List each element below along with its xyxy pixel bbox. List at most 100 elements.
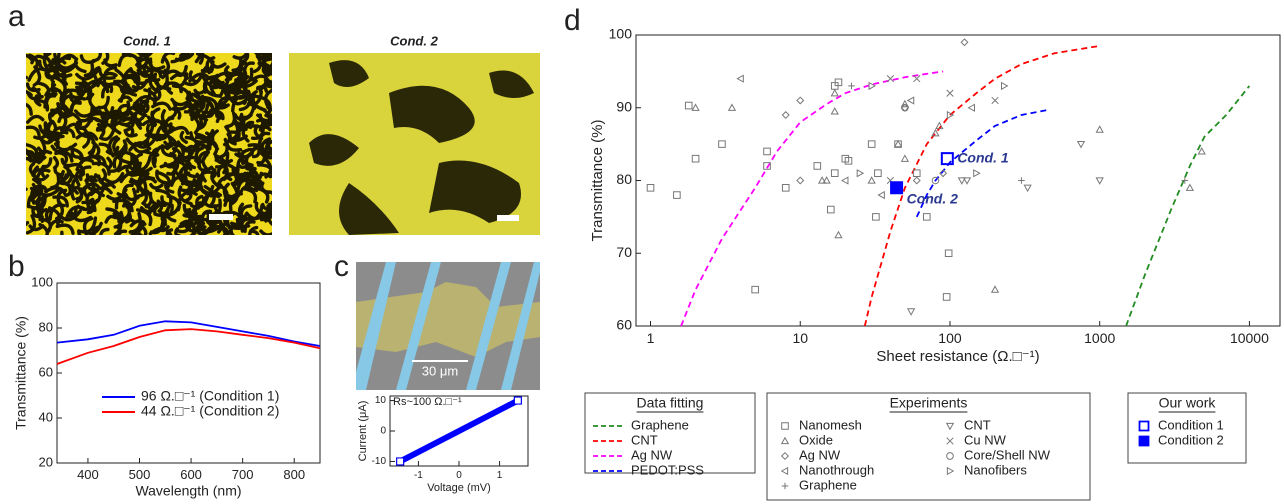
data-point bbox=[1018, 177, 1025, 184]
data-point bbox=[922, 213, 931, 221]
data-point bbox=[944, 249, 953, 258]
data-point bbox=[841, 154, 850, 163]
data-point bbox=[901, 104, 909, 112]
fit-curve bbox=[1125, 85, 1251, 327]
data-point bbox=[796, 176, 805, 185]
fit-curve bbox=[915, 109, 1048, 218]
data-point bbox=[940, 152, 954, 166]
data-point bbox=[736, 74, 744, 83]
legend-swatch bbox=[946, 437, 954, 445]
x-tick-label: 0 bbox=[456, 470, 462, 481]
legend-swatch bbox=[1138, 420, 1150, 432]
data-point bbox=[684, 101, 693, 110]
x-tick-label: 10 bbox=[792, 330, 808, 346]
texture bbox=[26, 53, 272, 235]
x-tick-label: 600 bbox=[180, 467, 202, 482]
data-point bbox=[913, 74, 921, 83]
x-tick-label: 1 bbox=[497, 470, 503, 481]
data-point bbox=[942, 293, 951, 301]
x-axis-label: Wavelength (nm) bbox=[135, 482, 241, 498]
y-tick-label: 20 bbox=[39, 454, 53, 469]
data-point bbox=[763, 162, 771, 170]
x-tick-label: 1000 bbox=[1084, 330, 1115, 346]
device-image: 30 μm bbox=[356, 262, 540, 390]
data-point bbox=[830, 107, 839, 115]
data-point bbox=[763, 147, 771, 156]
legend-swatch bbox=[945, 422, 955, 431]
plot-frame bbox=[56, 282, 321, 464]
y-tick-label: 10 bbox=[375, 395, 387, 406]
data-point bbox=[817, 176, 827, 184]
fit-curve bbox=[863, 45, 1100, 327]
data-point bbox=[727, 103, 737, 111]
image-title: Cond. 2 bbox=[390, 33, 438, 48]
data-point bbox=[931, 128, 940, 137]
data-point bbox=[1076, 140, 1086, 149]
y-tick-label: -10 bbox=[372, 456, 387, 467]
data-point bbox=[691, 103, 700, 111]
data-point bbox=[962, 177, 972, 185]
x-tick-label: 400 bbox=[77, 467, 99, 482]
data-line bbox=[56, 320, 321, 347]
legend-swatch bbox=[781, 422, 789, 430]
legend-swatch bbox=[780, 466, 789, 476]
data-point bbox=[931, 176, 940, 185]
data-point bbox=[912, 176, 921, 185]
data-point bbox=[946, 110, 955, 120]
legend-label: 96 Ω.□⁻¹ (Condition 1) bbox=[141, 388, 279, 404]
y-tick-label: 60 bbox=[616, 317, 632, 333]
y-tick-label: 0 bbox=[380, 426, 386, 437]
legend-label: 44 Ω.□⁻¹ (Condition 2) bbox=[141, 403, 279, 419]
data-point bbox=[673, 191, 681, 199]
legend-box bbox=[584, 392, 756, 474]
data-point bbox=[867, 176, 876, 184]
legend-swatch bbox=[1138, 435, 1150, 447]
data-point bbox=[886, 74, 895, 83]
x-tick-label: -1 bbox=[414, 470, 423, 481]
y-tick-label: 80 bbox=[39, 319, 53, 334]
data-point bbox=[834, 230, 843, 239]
data-point bbox=[1023, 184, 1032, 193]
legend-label: Nanomesh bbox=[799, 417, 862, 432]
data-point bbox=[872, 213, 880, 221]
data-point bbox=[844, 157, 853, 165]
data-point bbox=[877, 190, 885, 200]
data-point bbox=[830, 88, 839, 97]
x-axis-label: Voltage (mV) bbox=[427, 482, 491, 494]
sem-image-cond1 bbox=[26, 53, 272, 235]
data-point bbox=[827, 205, 835, 214]
scale-label: 30 μm bbox=[422, 363, 458, 378]
legend-label: PEDOT:PSS bbox=[631, 462, 704, 477]
data-point bbox=[946, 89, 954, 97]
data-point bbox=[1001, 81, 1009, 91]
y-axis-label: Current (μA) bbox=[357, 401, 369, 462]
legend-swatch bbox=[946, 452, 954, 460]
data-line bbox=[398, 397, 520, 465]
data-point bbox=[912, 169, 921, 178]
legend-swatch bbox=[780, 451, 790, 461]
data-point bbox=[894, 140, 902, 148]
data-point bbox=[1181, 177, 1189, 184]
legend-label: Nanothrough bbox=[799, 462, 874, 477]
legend-label: Cu NW bbox=[964, 432, 1007, 447]
data-point bbox=[796, 96, 805, 105]
image-title: Cond. 1 bbox=[123, 33, 171, 48]
data-point bbox=[646, 183, 655, 192]
panel-label: a bbox=[8, 0, 25, 33]
data-point bbox=[856, 169, 865, 178]
data-point bbox=[900, 99, 910, 108]
data-point bbox=[840, 176, 849, 185]
data-point bbox=[990, 285, 1000, 293]
x-axis-label: Sheet resistance (Ω.□⁻¹) bbox=[876, 348, 1039, 365]
legend-label: Oxide bbox=[799, 432, 833, 447]
panel-label: d bbox=[564, 4, 581, 37]
data-point bbox=[834, 78, 843, 87]
legend-label: Graphene bbox=[631, 417, 689, 432]
sem-image-cond2 bbox=[289, 53, 540, 235]
data-point bbox=[900, 154, 910, 162]
annotation: Rs~100 Ω.□⁻¹ bbox=[393, 396, 462, 408]
data-point bbox=[967, 103, 975, 112]
x-tick-label: 700 bbox=[232, 467, 254, 482]
y-tick-label: 80 bbox=[616, 171, 632, 187]
y-axis-label: Transmittance (%) bbox=[589, 120, 606, 242]
